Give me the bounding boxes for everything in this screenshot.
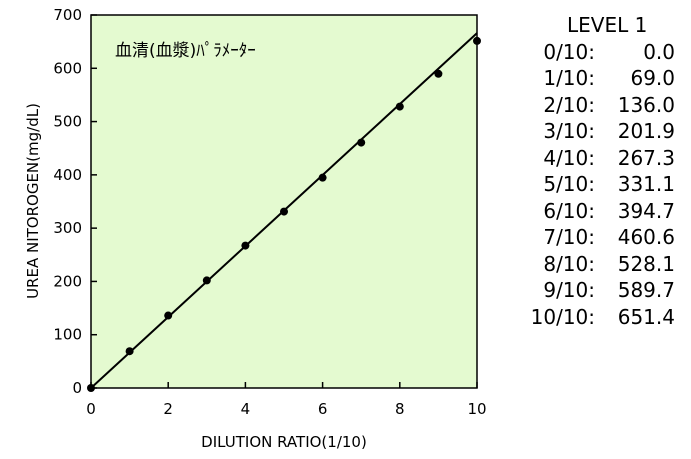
- dilution-ratio: 7/10:: [543, 225, 595, 249]
- data-point: [87, 384, 95, 392]
- urea-value: 136.0: [617, 92, 675, 117]
- level-row: 8/10: 528.1: [515, 251, 685, 278]
- x-tick-label: 6: [318, 400, 328, 418]
- dilution-ratio: 10/10:: [530, 304, 595, 329]
- y-tick-label: 700: [53, 6, 82, 24]
- y-tick-label: 100: [53, 326, 82, 344]
- level-row: 2/10: 136.0: [515, 92, 685, 119]
- data-point: [125, 347, 134, 356]
- x-tick-label: 8: [395, 400, 405, 418]
- y-tick-label: 0: [72, 379, 82, 397]
- level-title: LEVEL 1: [567, 13, 648, 37]
- level-row: 9/10: 589.7: [515, 277, 685, 304]
- urea-value: 69.0: [630, 66, 675, 90]
- urea-value: 528.1: [617, 251, 675, 276]
- level-row: 10/10: 651.4: [515, 304, 685, 331]
- data-point: [164, 311, 173, 320]
- urea-value: 0.0: [643, 39, 675, 64]
- data-point: [473, 36, 481, 45]
- urea-value: 201.9: [617, 119, 675, 143]
- urea-value: 460.6: [617, 225, 675, 249]
- y-tick-label: 500: [53, 113, 82, 131]
- data-point: [202, 276, 211, 285]
- y-axis-title: UREA NITOROGEN(mg/dL): [24, 103, 42, 299]
- level-row: 6/10: 394.7: [515, 198, 685, 225]
- dilution-ratio: 3/10:: [543, 119, 595, 143]
- y-tick-label: 200: [53, 272, 82, 290]
- x-tick-label: 4: [241, 400, 251, 418]
- y-tick-label: 400: [53, 166, 82, 184]
- dilution-ratio: 8/10:: [543, 251, 595, 276]
- y-tick-label: 600: [53, 59, 82, 77]
- level-table: LEVEL 1 0/10: 0.0 1/10: 69.0 2/10: 136.0 3/10:…: [515, 12, 685, 330]
- dilution-ratio: 5/10:: [543, 172, 595, 196]
- level-row: 1/10: 69.0: [515, 65, 685, 92]
- data-point: [318, 173, 327, 182]
- dilution-ratio: 2/10:: [543, 92, 595, 117]
- urea-value: 651.4: [617, 304, 675, 329]
- x-tick-label: 10: [467, 400, 486, 418]
- data-point: [434, 69, 443, 78]
- data-point: [280, 207, 288, 216]
- urea-value: 394.7: [617, 198, 675, 223]
- level-row: 0/10: 0.0: [515, 39, 685, 66]
- level-rows: 0/10: 0.0 1/10: 69.0 2/10: 136.0 3/10: 201.9 4/1…: [515, 39, 685, 331]
- dilution-ratio: 0/10:: [543, 39, 595, 64]
- dilution-ratio: 9/10:: [543, 278, 595, 302]
- y-tick-label: 300: [53, 219, 82, 237]
- dilution-ratio: 6/10:: [543, 198, 595, 223]
- urea-value: 589.7: [617, 278, 675, 302]
- level-row: 4/10: 267.3: [515, 145, 685, 172]
- level-row: 7/10: 460.6: [515, 224, 685, 251]
- data-point: [395, 102, 404, 111]
- plot-area: [90, 14, 478, 389]
- x-axis-title: DILUTION RATIO(1/10): [201, 433, 367, 451]
- urea-value: 267.3: [617, 145, 675, 170]
- level-row: 3/10: 201.9: [515, 118, 685, 145]
- dilution-ratio: 4/10:: [543, 145, 595, 170]
- dilution-ratio: 1/10:: [543, 66, 595, 90]
- level-row: 5/10: 331.1: [515, 171, 685, 198]
- chart-annotation: 血清(血漿)ﾊﾟﾗﾒｰﾀｰ: [115, 41, 256, 61]
- urea-value: 331.1: [617, 172, 675, 196]
- data-point: [241, 241, 250, 250]
- x-tick-label: 2: [163, 400, 173, 418]
- data-point: [357, 138, 366, 147]
- x-tick-label: 0: [86, 400, 96, 418]
